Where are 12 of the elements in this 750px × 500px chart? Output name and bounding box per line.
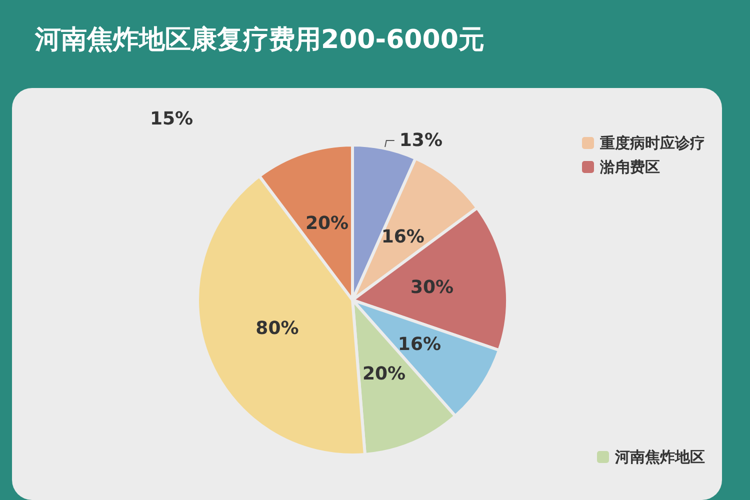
legend-label: 湁甪费区 — [599, 158, 660, 176]
data-label: 20% — [362, 364, 406, 385]
data-label: 20% — [305, 213, 349, 234]
data-label: 80% — [256, 318, 299, 340]
legend-label: 重度病时应诊疗 — [599, 134, 705, 152]
data-label: 16% — [381, 226, 424, 248]
legend-label: 河南焦炸地区 — [614, 448, 705, 466]
data-label: 16% — [398, 334, 442, 356]
chart-title: 河南焦炸地区康复疗费用200-6000元 — [34, 25, 484, 55]
text: 15% — [150, 108, 194, 130]
data-label: 13% — [399, 130, 442, 152]
data-label: 30% — [410, 277, 454, 298]
